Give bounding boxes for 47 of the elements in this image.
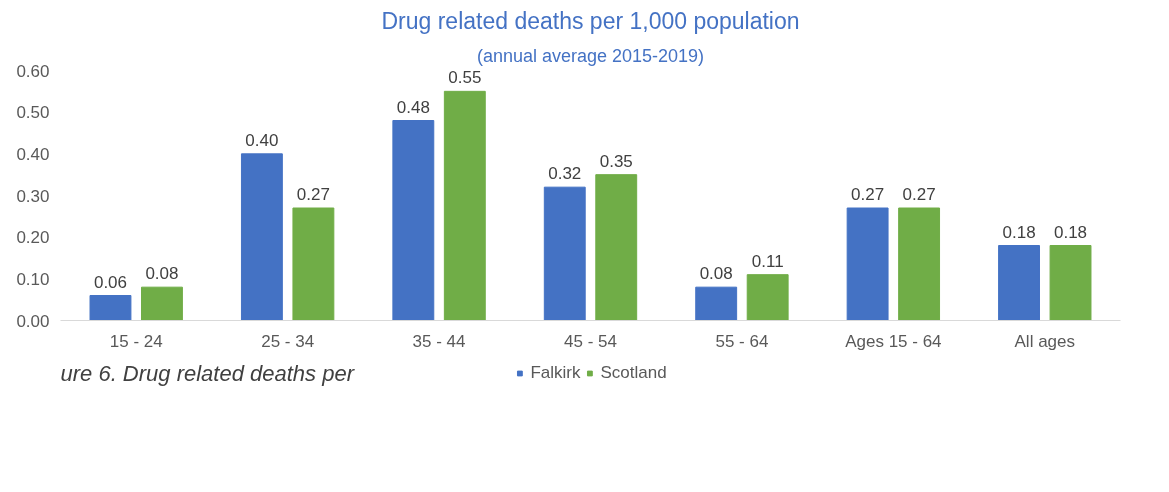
y-tick-label: 0.60 [16,61,50,81]
bar [1049,245,1092,321]
bar [595,174,638,321]
bar [89,295,132,321]
data-label: 0.40 [245,130,279,150]
bar [846,207,889,321]
data-label: 0.35 [599,151,633,171]
y-tick-label: 0.30 [16,186,50,206]
y-tick-label: 0.00 [16,311,50,331]
bar [141,286,183,321]
y-tick-label: 0.10 [16,269,50,289]
x-tick-label: All ages [1014,331,1076,351]
data-label: 0.18 [1053,222,1088,242]
bar [443,90,486,321]
x-tick-label: 15 - 24 [109,331,163,351]
data-label: 0.27 [851,185,885,204]
x-tick-label: 55 - 64 [715,331,769,351]
x-tick-label: 25 - 34 [261,331,315,351]
x-tick-label: 45 - 54 [564,331,617,351]
bar [292,207,335,321]
bar [998,245,1040,321]
chart-subtitle: (annual average 2015-2019) [476,45,705,66]
legend-label: Scotland [600,363,667,383]
data-label: 0.06 [93,272,128,292]
data-label: 0.55 [448,68,482,88]
data-label: 0.32 [548,164,582,184]
data-label: 0.27 [902,185,936,204]
text: ure 6. Drug related deaths per [60,361,356,386]
chart-title: Drug related deaths per 1,000 population [381,7,800,34]
bar [543,186,586,321]
bar [240,153,283,321]
bar [746,274,789,321]
data-label: 0.08 [145,264,179,284]
x-tick-label: 35 - 44 [412,331,466,351]
data-label: 0.48 [396,97,430,117]
x-tick-label: Ages 15 - 64 [845,331,942,351]
bar [392,120,435,321]
bar [898,207,941,321]
y-tick-label: 0.20 [16,228,50,248]
y-tick-label: 0.50 [16,103,50,123]
legend-label: Falkirk [530,363,581,383]
data-label: 0.18 [1002,222,1036,242]
data-label: 0.11 [751,251,784,271]
bar [695,286,738,321]
data-label: 0.27 [296,185,330,204]
data-label: 0.08 [699,264,733,284]
y-tick-label: 0.40 [16,144,50,164]
